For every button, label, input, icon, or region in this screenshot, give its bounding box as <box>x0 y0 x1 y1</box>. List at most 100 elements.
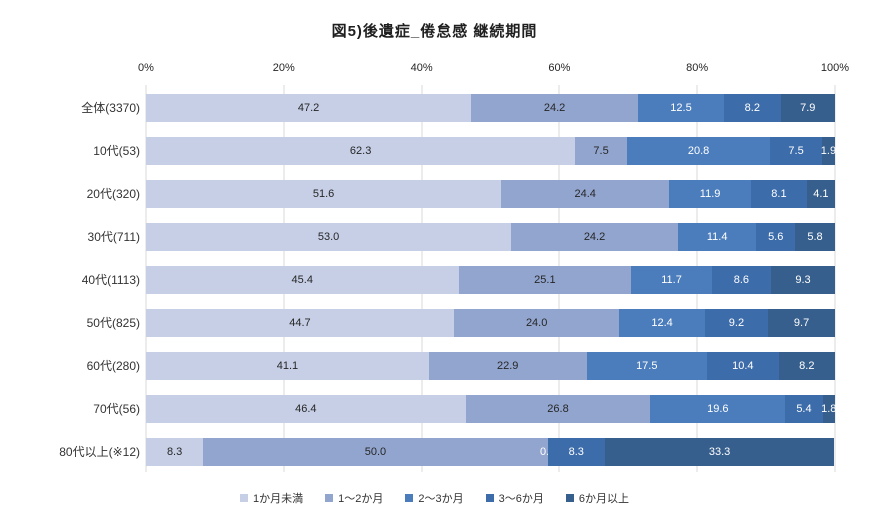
category-label: 30代(711) <box>87 230 140 244</box>
data-label: 11.4 <box>706 230 728 243</box>
data-label: 22.9 <box>497 359 519 372</box>
bar-segment: 5.6 <box>756 222 795 251</box>
data-label: 9.7 <box>793 316 810 329</box>
bar-segment: 5.4 <box>785 394 823 423</box>
data-label: 24.2 <box>583 230 606 243</box>
bar-segment: 45.4 <box>146 265 459 294</box>
chart-row: 80代以上(※12)8.350.00.08.333.3 <box>0 430 869 473</box>
bar-segment: 8.2 <box>778 351 836 380</box>
data-label: 50.0 <box>364 445 387 458</box>
legend-item: 3〜6か月 <box>485 490 544 506</box>
x-axis-tick: 100% <box>820 62 850 74</box>
data-label: 45.4 <box>291 273 313 286</box>
bar-segment: 12.5 <box>637 93 725 122</box>
bar-segment: 19.6 <box>650 394 786 423</box>
chart-row: 60代(280) 41.1 22.9 17.5 10.4 8.2 <box>0 344 869 387</box>
bar-segment: 9.2 <box>704 308 769 337</box>
legend-swatch-icon <box>565 494 574 502</box>
bar-segment: 24.0 <box>453 308 620 337</box>
data-label: 5.8 <box>807 230 823 243</box>
legend-label: 1か月未満 <box>253 493 304 505</box>
chart-rows: 全体(3370) 47.2 24.2 12.5 8.2 7.9 10代(53) 62.3 7.5… <box>0 86 869 473</box>
x-axis: 0% 20% 40% 60% 80% 100% <box>138 62 849 78</box>
bar-segment: 5.8 <box>795 222 835 251</box>
data-label: 17.5 <box>636 359 658 372</box>
bar-segment: 10.4 <box>707 351 779 380</box>
x-axis-tick: 20% <box>272 62 295 74</box>
bar-segment: 12.4 <box>619 308 705 337</box>
data-label: 24.2 <box>543 101 566 114</box>
data-label: 12.4 <box>651 316 673 329</box>
chart-row: 70代(56) 46.4 26.8 19.6 5.4 1.8 <box>0 387 869 430</box>
data-label: 7.9 <box>800 101 816 114</box>
bar-segment: 25.1 <box>458 265 632 294</box>
bar-segment: 4.1 <box>806 179 835 208</box>
chart-title: 図5)後遺症_倦怠感 継続期間 <box>331 23 538 40</box>
data-label: 11.7 <box>661 273 682 286</box>
category-label: 20代(320) <box>86 187 140 201</box>
data-label: 7.5 <box>593 144 609 157</box>
legend-swatch-icon <box>485 494 494 502</box>
bar-segment: 8.2 <box>724 93 781 122</box>
bar-segment: 26.8 <box>465 394 651 423</box>
category-label: 10代(53) <box>93 144 140 158</box>
data-label: 20.8 <box>687 144 710 157</box>
bar-segment: 7.5 <box>770 136 822 165</box>
bar-segment: 7.9 <box>780 93 835 122</box>
chart-row: 10代(53) 62.3 7.5 20.8 7.5 1.9 <box>0 129 869 172</box>
bar-segment: 11.4 <box>677 222 757 251</box>
bar-segment: 22.9 <box>428 351 587 380</box>
bar-segment: 24.2 <box>511 222 678 251</box>
legend-item: 1〜2か月 <box>325 490 383 506</box>
bar-segment: 8.1 <box>751 179 807 208</box>
data-label: 24.0 <box>525 316 548 329</box>
bar-segment: 24.4 <box>501 179 670 208</box>
bar-segment: 24.2 <box>471 93 638 122</box>
data-label: 5.4 <box>796 402 812 415</box>
chart-row: 全体(3370) 47.2 24.2 12.5 8.2 7.9 <box>0 86 869 129</box>
bar-segment: 1.8 <box>821 394 837 423</box>
data-label: 8.1 <box>771 187 787 200</box>
legend-swatch-icon <box>325 494 334 502</box>
category-label: 80代以上(※12) <box>59 445 140 459</box>
chart-row: 50代(825) 44.7 24.0 12.4 9.2 9.7 <box>0 301 869 344</box>
bar-segment: 8.3 <box>547 437 605 466</box>
data-label: 11.9 <box>699 187 721 200</box>
data-label: 47.2 <box>297 101 320 114</box>
data-label: 9.2 <box>728 316 745 329</box>
data-label: 19.6 <box>707 402 729 415</box>
chart-row: 20代(320) 51.6 24.4 11.9 8.1 4.1 <box>0 172 869 215</box>
bar-track: 62.3 7.5 20.8 7.5 1.9 <box>146 136 836 165</box>
data-label: 26.8 <box>547 402 569 415</box>
bar-segment: 17.5 <box>586 351 707 380</box>
bar-track: 41.1 22.9 17.5 10.4 8.2 <box>146 351 836 380</box>
data-label: 1.8 <box>821 402 837 415</box>
legend-item: 6か月以上 <box>565 490 629 506</box>
bar-track: 53.0 24.2 11.4 5.6 5.8 <box>146 222 835 251</box>
data-label: 7.5 <box>788 144 804 157</box>
data-label: 8.2 <box>744 101 760 114</box>
data-label: 51.6 <box>312 187 335 200</box>
data-label: 46.4 <box>295 402 317 415</box>
legend-label: 1〜2か月 <box>338 493 384 505</box>
category-label: 60代(280) <box>86 359 140 373</box>
legend-item: 1か月未満 <box>240 490 303 506</box>
chart-row: 40代(1113) 45.4 25.1 11.7 8.6 9.3 <box>0 258 869 301</box>
bar-segment: 33.3 <box>604 437 835 466</box>
bar-segment: 51.6 <box>146 179 502 208</box>
bar-track: 44.7 24.0 12.4 9.2 9.7 <box>146 308 835 337</box>
bar-segment: 41.1 <box>146 351 429 380</box>
legend-swatch-icon <box>240 494 248 502</box>
data-label: 25.1 <box>534 273 556 286</box>
bar-segment: 44.7 <box>146 308 454 337</box>
bar-segment: 8.6 <box>711 265 771 294</box>
category-label: 40代(1113) <box>81 273 140 287</box>
data-label: 8.6 <box>733 273 750 286</box>
category-label: 70代(56) <box>93 402 140 416</box>
data-label: 8.2 <box>799 359 815 372</box>
bar-track: 45.4 25.1 11.7 8.6 9.3 <box>146 265 835 294</box>
data-label: 41.1 <box>276 359 299 372</box>
bar-segment: 50.0 <box>203 437 548 466</box>
bar-track: 8.350.00.08.333.3 <box>146 437 835 466</box>
category-label: 50代(825) <box>86 316 140 330</box>
